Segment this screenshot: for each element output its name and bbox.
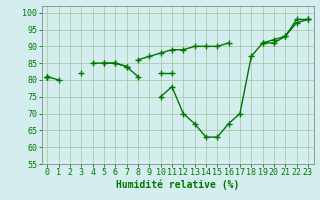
X-axis label: Humidité relative (%): Humidité relative (%): [116, 180, 239, 190]
